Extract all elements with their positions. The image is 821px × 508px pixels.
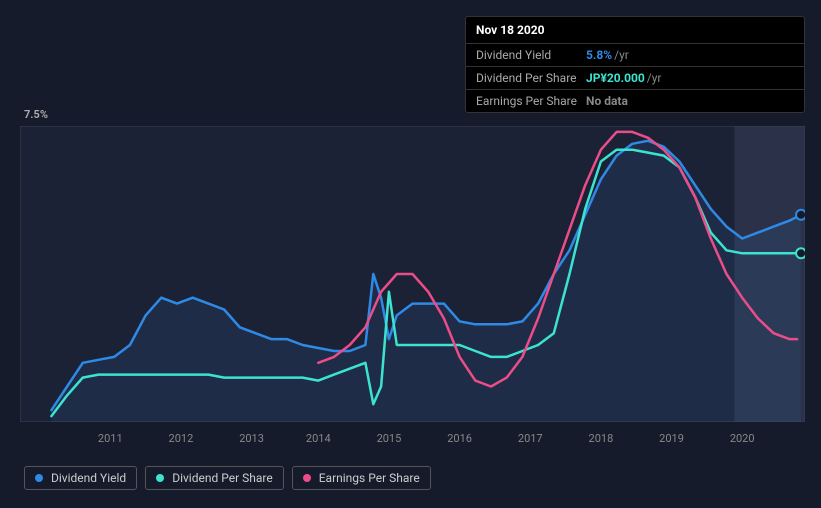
- tooltip-row: Dividend Yield5.8% /yr: [466, 43, 804, 66]
- x-axis-label: 2018: [589, 432, 614, 445]
- series-end-marker: [796, 248, 805, 258]
- tooltip-value: JP¥20.000: [586, 71, 645, 85]
- legend-dot-icon: [156, 474, 164, 482]
- tooltip-date: Nov 18 2020: [466, 17, 804, 43]
- dividend-chart: [20, 126, 805, 422]
- tooltip-label: Dividend Per Share: [476, 71, 586, 85]
- legend-label: Earnings Per Share: [319, 471, 420, 485]
- legend-label: Dividend Per Share: [172, 471, 273, 485]
- x-axis-label: 2014: [306, 432, 331, 445]
- legend-dot-icon: [35, 474, 43, 482]
- x-axis-label: 2017: [518, 432, 543, 445]
- legend-item[interactable]: Dividend Yield: [24, 466, 137, 490]
- x-axis-label: 2015: [377, 432, 402, 445]
- data-tooltip: Nov 18 2020Dividend Yield5.8% /yrDividen…: [465, 16, 805, 113]
- legend-item[interactable]: Earnings Per Share: [292, 466, 431, 490]
- x-axis-label: 2016: [447, 432, 472, 445]
- tooltip-suffix: /yr: [647, 71, 662, 85]
- tooltip-value: 5.8%: [586, 48, 612, 62]
- tooltip-label: Dividend Yield: [476, 48, 586, 62]
- x-axis-label: 2019: [659, 432, 684, 445]
- chart-legend: Dividend Yield Dividend Per Share Earnings…: [24, 466, 431, 490]
- legend-item[interactable]: Dividend Per Share: [145, 466, 284, 490]
- series-end-marker: [796, 210, 805, 220]
- legend-label: Dividend Yield: [51, 471, 126, 485]
- legend-dot-icon: [303, 474, 311, 482]
- x-axis-label: 2013: [239, 432, 264, 445]
- y-axis-label: 7.5%: [24, 108, 48, 121]
- tooltip-value: No data: [586, 94, 628, 108]
- tooltip-suffix: /yr: [614, 48, 629, 62]
- x-axis-label: 2011: [98, 432, 123, 445]
- x-axis-label: 2020: [730, 432, 755, 445]
- tooltip-row: Earnings Per ShareNo data: [466, 89, 804, 112]
- tooltip-row: Dividend Per ShareJP¥20.000 /yr: [466, 66, 804, 89]
- x-axis-label: 2012: [169, 432, 194, 445]
- tooltip-label: Earnings Per Share: [476, 94, 586, 108]
